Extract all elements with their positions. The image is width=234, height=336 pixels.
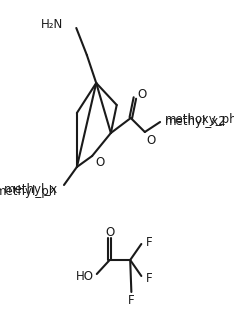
- Text: F: F: [128, 294, 135, 306]
- Text: F: F: [146, 236, 153, 249]
- Text: HO: HO: [76, 270, 94, 284]
- Text: H₂N: H₂N: [40, 18, 63, 32]
- Text: O: O: [105, 225, 114, 239]
- Text: O: O: [96, 157, 105, 169]
- Text: methyl_x: methyl_x: [4, 183, 58, 197]
- Text: methyl_ph: methyl_ph: [0, 185, 57, 199]
- Text: methyl_x2: methyl_x2: [165, 116, 227, 128]
- Text: methoxy_ph: methoxy_ph: [165, 114, 234, 126]
- Text: O: O: [138, 87, 147, 100]
- Text: O: O: [146, 133, 156, 146]
- Text: F: F: [146, 271, 153, 285]
